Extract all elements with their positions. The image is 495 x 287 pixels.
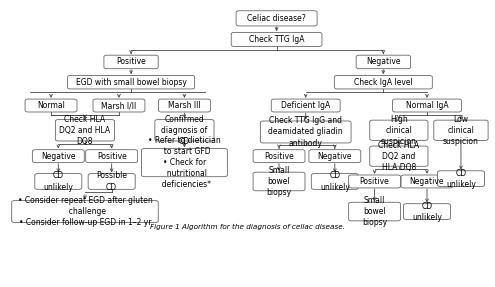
FancyBboxPatch shape xyxy=(403,204,450,220)
FancyBboxPatch shape xyxy=(334,75,432,89)
Text: Possible
CD: Possible CD xyxy=(96,171,127,191)
Text: High
clinical
suspicion: High clinical suspicion xyxy=(381,115,417,146)
FancyBboxPatch shape xyxy=(155,120,214,141)
Text: Small
bowel
biopsy: Small bowel biopsy xyxy=(266,166,292,197)
Text: Small
bowel
biopsy: Small bowel biopsy xyxy=(362,196,387,227)
FancyBboxPatch shape xyxy=(260,121,351,143)
Text: Positive: Positive xyxy=(97,152,127,161)
FancyBboxPatch shape xyxy=(158,99,210,112)
Text: Figure 1 Algorithm for the diagnosis of celiac disease.: Figure 1 Algorithm for the diagnosis of … xyxy=(150,223,345,230)
FancyBboxPatch shape xyxy=(309,150,361,163)
Text: Positive: Positive xyxy=(360,177,390,186)
FancyBboxPatch shape xyxy=(253,172,305,191)
FancyBboxPatch shape xyxy=(438,171,485,187)
FancyBboxPatch shape xyxy=(12,201,158,222)
Text: Negative: Negative xyxy=(41,152,76,161)
FancyBboxPatch shape xyxy=(67,75,195,89)
Text: Negative: Negative xyxy=(366,57,400,66)
Text: • Refer to dietician
  to start GFD
• Check for
  nutritional
  deficiencies*: • Refer to dietician to start GFD • Chec… xyxy=(148,136,221,189)
Text: Check HLA
DQ2 and HLA
DQ8: Check HLA DQ2 and HLA DQ8 xyxy=(59,115,110,146)
FancyBboxPatch shape xyxy=(253,150,305,163)
FancyBboxPatch shape xyxy=(348,175,400,188)
Text: Positive: Positive xyxy=(116,57,146,66)
Text: CD
unlikely: CD unlikely xyxy=(446,168,476,189)
Text: EGD with small bowel biopsy: EGD with small bowel biopsy xyxy=(76,78,187,87)
Text: CD
unlikely: CD unlikely xyxy=(320,171,350,191)
FancyBboxPatch shape xyxy=(35,174,82,189)
Text: Check IgA level: Check IgA level xyxy=(354,78,413,87)
FancyBboxPatch shape xyxy=(55,120,114,141)
Text: Normal IgA: Normal IgA xyxy=(406,101,448,110)
Text: CD
unlikely: CD unlikely xyxy=(412,201,442,222)
FancyBboxPatch shape xyxy=(32,150,84,163)
FancyBboxPatch shape xyxy=(434,120,488,140)
Text: Normal: Normal xyxy=(37,101,65,110)
Text: Negative: Negative xyxy=(410,177,444,186)
FancyBboxPatch shape xyxy=(393,99,461,112)
FancyBboxPatch shape xyxy=(142,149,227,177)
FancyBboxPatch shape xyxy=(370,146,428,166)
FancyBboxPatch shape xyxy=(356,55,410,69)
Text: • Consider repeat EGD after gluten
  challenge
• Consider follow-up EGD in 1–2 y: • Consider repeat EGD after gluten chall… xyxy=(18,196,152,227)
FancyBboxPatch shape xyxy=(25,99,77,112)
FancyBboxPatch shape xyxy=(401,175,453,188)
Text: Negative: Negative xyxy=(318,152,352,161)
Text: Deficient IgA: Deficient IgA xyxy=(281,101,330,110)
FancyBboxPatch shape xyxy=(104,55,158,69)
FancyBboxPatch shape xyxy=(348,202,400,221)
Text: Positive: Positive xyxy=(264,152,294,161)
Text: Celiac disease?: Celiac disease? xyxy=(247,14,306,23)
FancyBboxPatch shape xyxy=(93,99,145,112)
Text: Check TTG IgG and
deamidated gliadin
antibody: Check TTG IgG and deamidated gliadin ant… xyxy=(268,116,343,148)
FancyBboxPatch shape xyxy=(231,32,322,46)
Text: Check TTG IgA: Check TTG IgA xyxy=(249,35,304,44)
FancyBboxPatch shape xyxy=(271,99,340,112)
FancyBboxPatch shape xyxy=(236,11,317,26)
Text: Marsh I/II: Marsh I/II xyxy=(101,101,137,110)
Text: Confirmed
diagnosis of
CD: Confirmed diagnosis of CD xyxy=(161,115,207,146)
Text: CD
unlikely: CD unlikely xyxy=(44,171,73,191)
FancyBboxPatch shape xyxy=(370,120,428,140)
FancyBboxPatch shape xyxy=(86,150,138,163)
Text: Low
clinical
suspicion: Low clinical suspicion xyxy=(443,115,479,146)
Text: Check HLA
DQ2 and
HLA DQ8: Check HLA DQ2 and HLA DQ8 xyxy=(378,141,419,172)
Text: Marsh III: Marsh III xyxy=(168,101,201,110)
FancyBboxPatch shape xyxy=(311,174,358,189)
FancyBboxPatch shape xyxy=(88,174,135,189)
